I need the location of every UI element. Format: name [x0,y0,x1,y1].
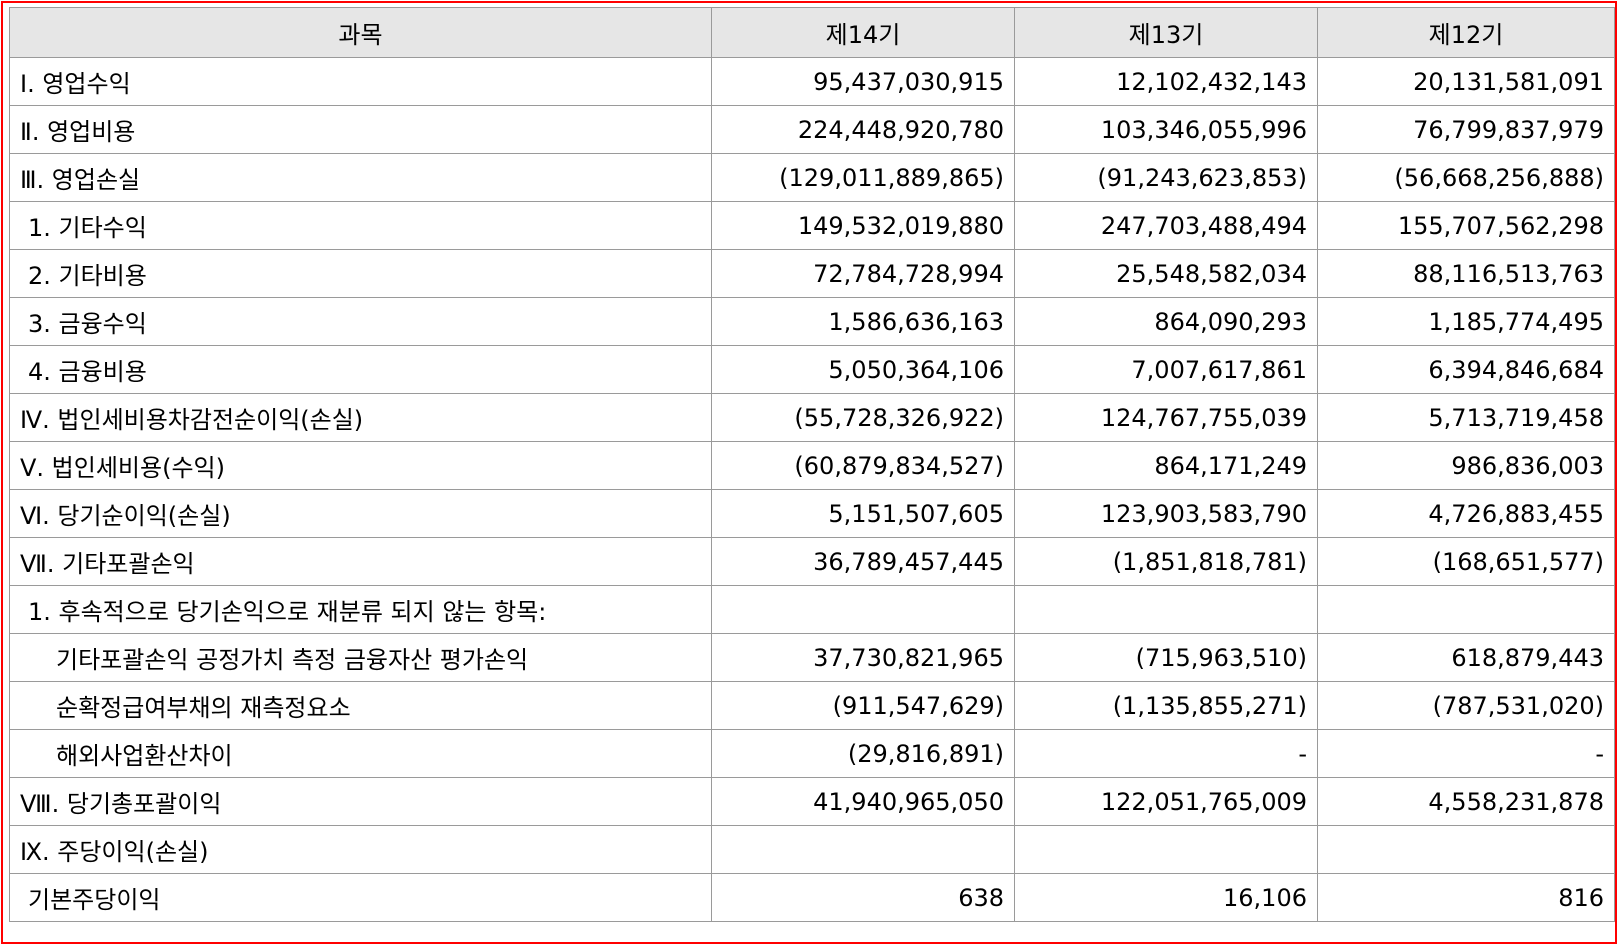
row-value-14: 224,448,920,780 [711,105,1015,154]
header-period-12: 제12기 [1317,7,1615,58]
table-row: Ⅲ. 영업손실 (129,011,889,865) (91,243,623,85… [9,153,1615,202]
row-subject: 1. 기타수익 [9,201,712,250]
row-subject: Ⅷ. 당기총포괄이익 [9,777,712,826]
table-row: 기타포괄손익 공정가치 측정 금융자산 평가손익 37,730,821,965 … [9,633,1615,682]
row-value-13: (1,135,855,271) [1014,681,1318,730]
table-row: 3. 금융수익 1,586,636,163 864,090,293 1,185,… [9,297,1615,346]
table-row: Ⅷ. 당기총포괄이익 41,940,965,050 122,051,765,00… [9,777,1615,826]
row-value-12 [1317,585,1615,634]
row-value-12: (787,531,020) [1317,681,1615,730]
header-row: 과목 제14기 제13기 제12기 [9,7,1615,58]
row-subject: Ⅸ. 주당이익(손실) [9,825,712,874]
header-period-14: 제14기 [711,7,1015,58]
row-value-14: 72,784,728,994 [711,249,1015,298]
table-row: Ⅳ. 법인세비용차감전순이익(손실) (55,728,326,922) 124,… [9,393,1615,442]
table-row: Ⅱ. 영업비용 224,448,920,780 103,346,055,996 … [9,105,1615,154]
row-value-12: 986,836,003 [1317,441,1615,490]
table-row: Ⅸ. 주당이익(손실) [9,825,1615,874]
table-row: 해외사업환산차이 (29,816,891) - - [9,729,1615,778]
row-value-13: 122,051,765,009 [1014,777,1318,826]
row-subject: Ⅳ. 법인세비용차감전순이익(손실) [9,393,712,442]
table-row: Ⅵ. 당기순이익(손실) 5,151,507,605 123,903,583,7… [9,489,1615,538]
row-subject: Ⅵ. 당기순이익(손실) [9,489,712,538]
row-value-13 [1014,825,1318,874]
row-value-12: 20,131,581,091 [1317,57,1615,106]
row-subject: 기본주당이익 [9,873,712,922]
row-value-13: 25,548,582,034 [1014,249,1318,298]
row-value-14: (29,816,891) [711,729,1015,778]
row-value-12: 4,726,883,455 [1317,489,1615,538]
row-value-14: (60,879,834,527) [711,441,1015,490]
row-value-12: 6,394,846,684 [1317,345,1615,394]
row-subject: Ⅶ. 기타포괄손익 [9,537,712,586]
row-value-12: 155,707,562,298 [1317,201,1615,250]
row-value-12: 4,558,231,878 [1317,777,1615,826]
row-value-13: 247,703,488,494 [1014,201,1318,250]
row-value-14: 638 [711,873,1015,922]
row-value-14: 37,730,821,965 [711,633,1015,682]
row-value-13: 864,171,249 [1014,441,1318,490]
row-value-14: 95,437,030,915 [711,57,1015,106]
row-subject: 순확정급여부채의 재측정요소 [9,681,712,730]
row-subject: 기타포괄손익 공정가치 측정 금융자산 평가손익 [9,633,712,682]
row-value-13: (715,963,510) [1014,633,1318,682]
row-value-14: 5,151,507,605 [711,489,1015,538]
row-value-14: (129,011,889,865) [711,153,1015,202]
row-value-14: 149,532,019,880 [711,201,1015,250]
row-value-12: - [1317,729,1615,778]
row-value-12: (168,651,577) [1317,537,1615,586]
table-row: 순확정급여부채의 재측정요소 (911,547,629) (1,135,855,… [9,681,1615,730]
row-subject: 1. 후속적으로 당기손익으로 재분류 되지 않는 항목: [9,585,712,634]
row-value-13: 12,102,432,143 [1014,57,1318,106]
row-subject: Ⅴ. 법인세비용(수익) [9,441,712,490]
table-row: 1. 기타수익 149,532,019,880 247,703,488,494 … [9,201,1615,250]
row-value-14: 5,050,364,106 [711,345,1015,394]
row-value-13: 103,346,055,996 [1014,105,1318,154]
row-value-14: (911,547,629) [711,681,1015,730]
row-value-13: 864,090,293 [1014,297,1318,346]
row-value-14: (55,728,326,922) [711,393,1015,442]
row-value-12: 5,713,719,458 [1317,393,1615,442]
income-statement-table: 과목 제14기 제13기 제12기 Ⅰ. 영업수익 95,437,030,915… [9,7,1615,922]
row-value-13: 7,007,617,861 [1014,345,1318,394]
row-value-13 [1014,585,1318,634]
row-value-12: 88,116,513,763 [1317,249,1615,298]
row-value-13: 123,903,583,790 [1014,489,1318,538]
row-value-14: 36,789,457,445 [711,537,1015,586]
row-value-12: 1,185,774,495 [1317,297,1615,346]
row-value-14: 41,940,965,050 [711,777,1015,826]
row-value-13: 124,767,755,039 [1014,393,1318,442]
header-period-13: 제13기 [1014,7,1318,58]
row-subject: 4. 금융비용 [9,345,712,394]
row-value-12: 76,799,837,979 [1317,105,1615,154]
row-value-14: 1,586,636,163 [711,297,1015,346]
row-value-12: 816 [1317,873,1615,922]
table-row: Ⅴ. 법인세비용(수익) (60,879,834,527) 864,171,24… [9,441,1615,490]
table-row: 4. 금융비용 5,050,364,106 7,007,617,861 6,39… [9,345,1615,394]
table-row: Ⅰ. 영업수익 95,437,030,915 12,102,432,143 20… [9,57,1615,106]
row-value-12: 618,879,443 [1317,633,1615,682]
row-value-12 [1317,825,1615,874]
table-row: Ⅶ. 기타포괄손익 36,789,457,445 (1,851,818,781)… [9,537,1615,586]
row-value-14 [711,825,1015,874]
header-subject: 과목 [9,7,712,58]
row-subject: 2. 기타비용 [9,249,712,298]
row-value-13: (1,851,818,781) [1014,537,1318,586]
row-value-13: - [1014,729,1318,778]
row-subject: Ⅱ. 영업비용 [9,105,712,154]
row-subject: Ⅰ. 영업수익 [9,57,712,106]
row-subject: 해외사업환산차이 [9,729,712,778]
table-row: 기본주당이익 638 16,106 816 [9,873,1615,922]
row-value-13: (91,243,623,853) [1014,153,1318,202]
table-row: 1. 후속적으로 당기손익으로 재분류 되지 않는 항목: [9,585,1615,634]
row-subject: Ⅲ. 영업손실 [9,153,712,202]
row-value-12: (56,668,256,888) [1317,153,1615,202]
row-value-14 [711,585,1015,634]
row-subject: 3. 금융수익 [9,297,712,346]
table-row: 2. 기타비용 72,784,728,994 25,548,582,034 88… [9,249,1615,298]
row-value-13: 16,106 [1014,873,1318,922]
